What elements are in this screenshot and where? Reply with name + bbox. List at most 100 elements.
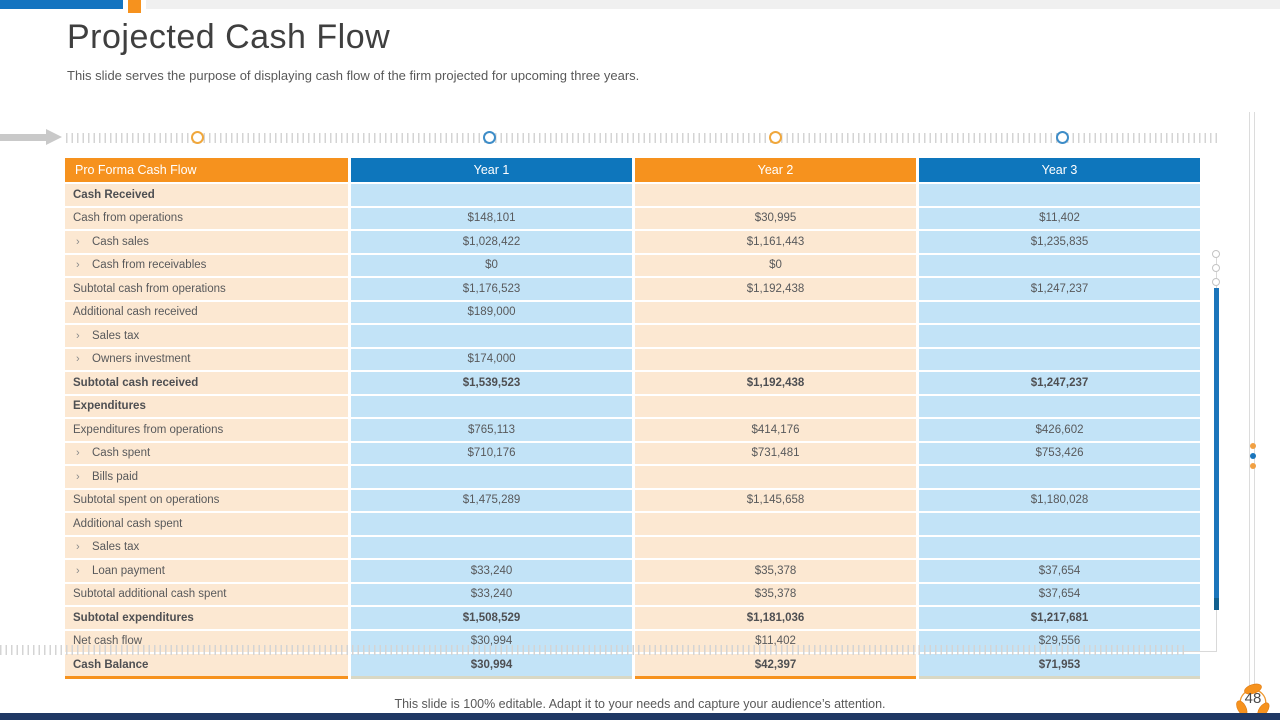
chevron-right-icon: › — [76, 564, 80, 577]
cell-value: $0 — [635, 254, 916, 276]
cell-value: $42,397 — [635, 654, 916, 679]
right-edge-line — [1254, 112, 1255, 688]
row-label: › Owners investment — [65, 348, 348, 370]
cell-value: $71,953 — [919, 654, 1200, 679]
cell-value — [919, 325, 1200, 347]
table-row: › Cash spent $710,176 $731,481 $753,426 — [65, 442, 1200, 464]
table-header-year: Year 3 — [919, 158, 1200, 182]
table-row: › Cash from receivables $0 $0 — [65, 254, 1200, 276]
row-label-text: Cash sales — [92, 235, 149, 248]
cell-value: $189,000 — [351, 301, 632, 323]
cell-value — [635, 395, 916, 417]
table-row: › Bills paid — [65, 466, 1200, 488]
cell-value: $1,161,443 — [635, 231, 916, 253]
row-label-text: Sales tax — [92, 541, 140, 554]
table-row: Subtotal expenditures $1,508,529 $1,181,03… — [65, 607, 1200, 629]
row-label-text: Sales tax — [92, 329, 140, 342]
cell-value: $33,240 — [351, 583, 632, 605]
cell-value: $30,995 — [635, 207, 916, 229]
topbar-blue-segment — [0, 0, 123, 9]
cell-value — [635, 466, 916, 488]
cell-value — [635, 536, 916, 558]
row-label: Expenditures from operations — [65, 419, 348, 441]
cell-value: $426,602 — [919, 419, 1200, 441]
row-label: › Bills paid — [65, 466, 348, 488]
table-row: Subtotal spent on operations $1,475,289 $1… — [65, 489, 1200, 511]
row-label: › Sales tax — [65, 325, 348, 347]
row-label: › Cash spent — [65, 442, 348, 464]
cell-value: $1,539,523 — [351, 372, 632, 394]
edge-dot-orange-icon — [1250, 443, 1256, 449]
cell-value: $1,145,658 — [635, 489, 916, 511]
cell-value: $33,240 — [351, 560, 632, 582]
bottom-dashed-line — [0, 645, 1184, 655]
table-row: › Owners investment $174,000 — [65, 348, 1200, 370]
timeline-marker-orange-icon — [769, 131, 782, 144]
scrollbar-track-corner — [1183, 651, 1217, 652]
table-row: Subtotal additional cash spent $33,240 $35… — [65, 583, 1200, 605]
cell-value — [919, 184, 1200, 206]
row-label-text: Cash spent — [92, 447, 151, 460]
row-label: Subtotal spent on operations — [65, 489, 348, 511]
row-label: Subtotal cash from operations — [65, 278, 348, 300]
cell-value — [351, 184, 632, 206]
row-label: Subtotal additional cash spent — [65, 583, 348, 605]
chevron-right-icon: › — [76, 541, 80, 554]
row-label: Cash from operations — [65, 207, 348, 229]
chevron-right-icon: › — [76, 470, 80, 483]
cell-value: $1,217,681 — [919, 607, 1200, 629]
row-label-text: Loan payment — [92, 564, 165, 577]
table-row: › Sales tax — [65, 536, 1200, 558]
leaf-logo-icon — [1236, 683, 1270, 718]
timeline-marker-orange-icon — [191, 131, 204, 144]
row-label-text: Bills paid — [92, 470, 139, 483]
cell-value: $1,181,036 — [635, 607, 916, 629]
cell-value: $731,481 — [635, 442, 916, 464]
cell-value: $1,028,422 — [351, 231, 632, 253]
row-label-text: Owners investment — [92, 353, 191, 366]
cell-value: $1,192,438 — [635, 372, 916, 394]
cell-value — [919, 513, 1200, 535]
cell-value: $0 — [351, 254, 632, 276]
cell-value: $1,508,529 — [351, 607, 632, 629]
table-header-year: Year 1 — [351, 158, 632, 182]
scrollbar-dot-icon — [1212, 264, 1220, 272]
table-row: Cash Balance $30,994 $42,397 $71,953 — [65, 654, 1200, 679]
row-label: Cash Received — [65, 184, 348, 206]
row-label: Additional cash spent — [65, 513, 348, 535]
table-row: › Loan payment $33,240 $35,378 $37,654 — [65, 560, 1200, 582]
cell-value: $765,113 — [351, 419, 632, 441]
timeline-arrow-icon — [0, 134, 46, 141]
cell-value: $11,402 — [919, 207, 1200, 229]
cell-value: $30,994 — [351, 654, 632, 679]
cell-value: $710,176 — [351, 442, 632, 464]
cell-value: $1,180,028 — [919, 489, 1200, 511]
scrollbar-thumb[interactable] — [1214, 288, 1219, 598]
cell-value: $753,426 — [919, 442, 1200, 464]
chevron-right-icon: › — [76, 447, 80, 460]
page-title: Projected Cash Flow — [67, 18, 391, 56]
cell-value: $37,654 — [919, 583, 1200, 605]
topbar-gray-segment — [146, 0, 1280, 9]
footer-note: This slide is 100% editable. Adapt it to… — [394, 697, 886, 711]
chevron-right-icon: › — [76, 235, 80, 248]
chevron-right-icon: › — [76, 329, 80, 342]
cell-value — [919, 348, 1200, 370]
cell-value — [351, 466, 632, 488]
chevron-right-icon: › — [76, 259, 80, 272]
table-header-label: Pro Forma Cash Flow — [65, 158, 348, 182]
row-label: Subtotal cash received — [65, 372, 348, 394]
scrollbar-dot-icon — [1212, 278, 1220, 286]
cell-value: $148,101 — [351, 207, 632, 229]
page-number: 48 — [1244, 690, 1262, 707]
scrollbar-thumb-cap — [1214, 598, 1219, 610]
row-label: › Loan payment — [65, 560, 348, 582]
timeline-marker-blue-icon — [1056, 131, 1069, 144]
table-row: Cash from operations $148,101 $30,995 $11,4… — [65, 207, 1200, 229]
timeline-arrowhead-icon — [46, 129, 62, 145]
cell-value — [919, 395, 1200, 417]
chevron-right-icon: › — [76, 353, 80, 366]
table-row: Additional cash received $189,000 — [65, 301, 1200, 323]
table-row: Additional cash spent — [65, 513, 1200, 535]
cell-value: $174,000 — [351, 348, 632, 370]
